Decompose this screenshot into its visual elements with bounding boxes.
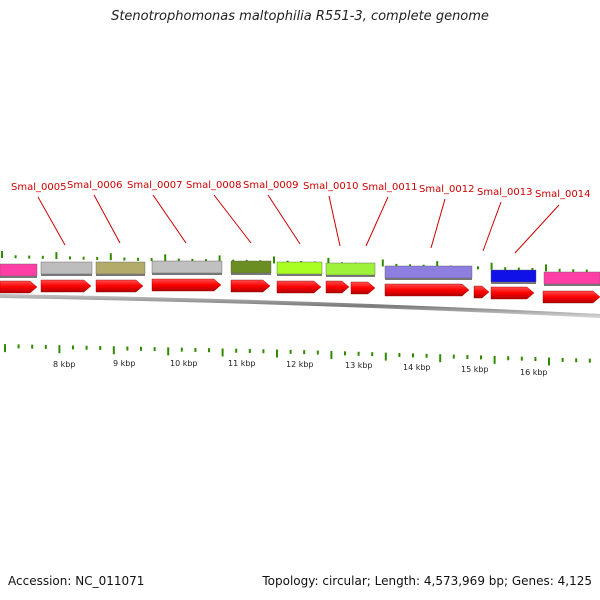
callout-line [213,194,252,244]
gene-label-smal_0005: Smal_0005 [11,182,66,193]
gene-block-smal_0009 [230,260,272,274]
callout-line [328,195,341,247]
gene-block-smal_0005 [0,263,38,277]
accession-text: Accession: NC_011071 [8,574,145,588]
gene-block-smal_0013 [490,269,537,283]
gene-block-smal_0011 [325,262,376,276]
gene-label-smal_0013: Smal_0013 [477,187,532,198]
cds-arrow [95,279,144,293]
cds-arrow [0,280,38,294]
gene-feature-track [0,260,600,286]
gene-callouts: Smal_0005 Smal_0006 Smal_0007 Smal_0008 Smal… [11,180,590,254]
tick-row-bottom [4,344,591,366]
kbp-label: 14 kbp [403,363,431,372]
callout-line [267,194,301,245]
cds-arrow [40,279,92,293]
kbp-label: 10 kbp [170,359,198,368]
callout-line [514,204,560,254]
gene-label-smal_0012: Smal_0012 [419,184,474,195]
gene-label-smal_0006: Smal_0006 [67,180,122,191]
genome-title: Stenotrophomonas maltophilia R551-3, com… [111,9,489,24]
gene-block-shadow [41,274,92,276]
cds-arrow [276,280,322,294]
cds-arrow [151,278,222,292]
gene-block-smal_0010 [276,261,323,275]
gene-block-shadow [96,274,145,276]
gene-label-smal_0011: Smal_0011 [362,182,417,193]
kbp-label: 12 kbp [286,360,314,369]
genome-backbone [0,294,600,318]
kbp-label: 9 kbp [113,359,135,368]
kbp-label: 11 kbp [228,359,256,368]
gene-block-shadow [277,274,322,276]
kbp-label: 8 kbp [53,360,75,369]
gene-block-shadow [326,275,375,277]
gene-label-smal_0009: Smal_0009 [243,180,298,191]
gene-block-shadow [491,282,536,284]
kbp-label: 13 kbp [345,361,373,370]
callout-line [365,196,389,247]
callout-line [430,198,446,249]
cds-arrow [473,285,490,299]
gene-label-smal_0010: Smal_0010 [303,181,358,192]
callout-line [37,196,66,246]
callout-line [482,201,502,252]
callout-line [152,194,187,244]
cds-arrow-track [0,278,600,304]
gene-block-smal_0006 [40,261,93,275]
gene-block-shadow [152,273,222,275]
gene-block-smal_0014 [543,271,600,285]
cds-arrow [230,279,271,293]
gene-label-smal_0007: Smal_0007 [127,180,182,191]
gene-label-smal_0008: Smal_0008 [186,180,241,191]
cds-arrow [325,280,350,294]
cds-arrow [542,290,600,304]
kbp-label: 16 kbp [520,368,548,377]
gene-block-smal_0007 [95,261,146,275]
gene-block-shadow [544,284,600,286]
kbp-scale: 8 kbp 9 kbp 10 kbp 11 kbp 12 kbp 13 kbp 14 kbp… [53,359,548,377]
gene-block-shadow [231,273,271,275]
callout-line [93,194,121,244]
gene-block-smal_0012 [384,265,473,279]
gene-label-smal_0014: Smal_0014 [535,189,590,200]
gene-block-shadow [0,276,37,278]
genome-summary-text: Topology: circular; Length: 4,573,969 bp… [262,574,592,588]
cds-arrow [350,281,376,295]
cds-arrow [384,283,470,297]
gene-block-smal_0008 [151,260,223,274]
kbp-label: 15 kbp [461,365,489,374]
cds-arrow [490,286,535,300]
gene-block-shadow [385,278,472,280]
